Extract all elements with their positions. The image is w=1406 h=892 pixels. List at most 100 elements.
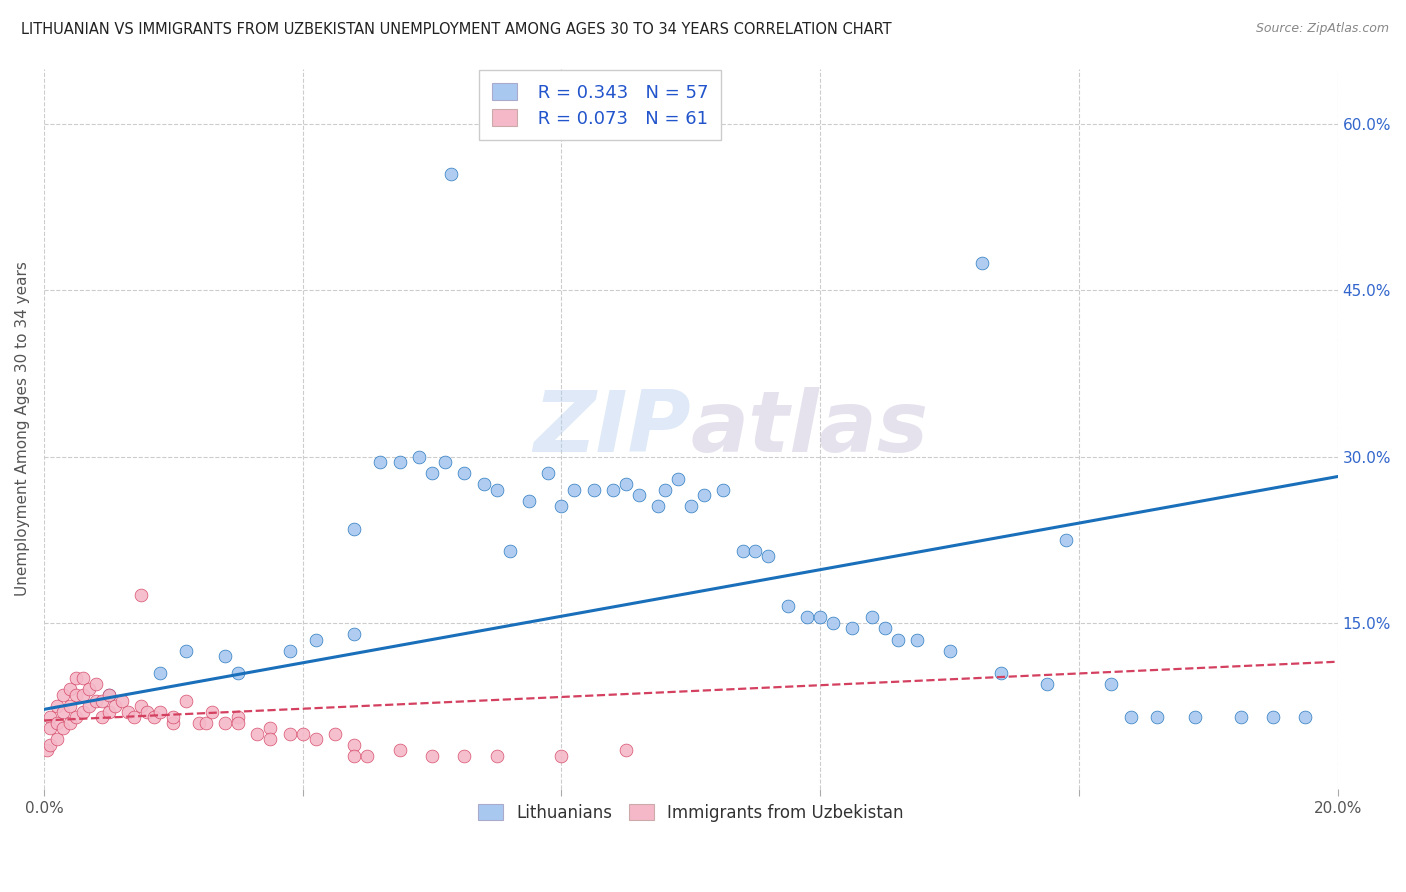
Point	[45, 732, 67, 747]
Point	[162, 715, 184, 730]
Point	[39, 721, 62, 735]
Point	[343, 522, 366, 536]
Point	[97, 705, 120, 719]
Point	[582, 483, 605, 497]
Point	[440, 167, 463, 181]
Point	[124, 710, 146, 724]
Point	[39, 710, 62, 724]
Point	[142, 710, 165, 724]
Point	[692, 488, 714, 502]
Point	[647, 500, 669, 514]
Text: atlas: atlas	[690, 387, 929, 470]
Point	[1146, 710, 1168, 724]
Point	[45, 699, 67, 714]
Point	[1184, 710, 1206, 724]
Point	[1035, 677, 1057, 691]
Point	[226, 715, 249, 730]
Point	[291, 727, 314, 741]
Point	[52, 721, 75, 735]
Point	[104, 699, 127, 714]
Point	[614, 477, 637, 491]
Point	[59, 699, 82, 714]
Point	[887, 632, 910, 647]
Point	[77, 699, 100, 714]
Point	[602, 483, 624, 497]
Point	[72, 705, 94, 719]
Point	[537, 467, 560, 481]
Point	[711, 483, 734, 497]
Point	[627, 488, 650, 502]
Point	[136, 705, 159, 719]
Point	[174, 643, 197, 657]
Point	[77, 682, 100, 697]
Point	[39, 738, 62, 752]
Point	[65, 688, 87, 702]
Point	[65, 710, 87, 724]
Point	[84, 693, 107, 707]
Point	[149, 665, 172, 680]
Point	[614, 743, 637, 757]
Point	[938, 643, 960, 657]
Point	[259, 732, 281, 747]
Y-axis label: Unemployment Among Ages 30 to 34 years: Unemployment Among Ages 30 to 34 years	[15, 261, 30, 597]
Point	[808, 610, 831, 624]
Point	[97, 688, 120, 702]
Point	[65, 671, 87, 685]
Point	[550, 500, 572, 514]
Point	[841, 622, 863, 636]
Point	[110, 693, 132, 707]
Point	[162, 710, 184, 724]
Point	[654, 483, 676, 497]
Point	[278, 727, 301, 741]
Point	[550, 748, 572, 763]
Point	[420, 748, 443, 763]
Point	[823, 615, 845, 630]
Point	[453, 467, 475, 481]
Point	[1229, 710, 1251, 724]
Point	[91, 693, 114, 707]
Point	[59, 715, 82, 730]
Point	[356, 748, 378, 763]
Point	[562, 483, 585, 497]
Point	[304, 632, 326, 647]
Point	[485, 483, 508, 497]
Point	[1054, 533, 1077, 547]
Point	[72, 688, 94, 702]
Point	[1261, 710, 1284, 724]
Point	[84, 677, 107, 691]
Point	[201, 705, 224, 719]
Point	[117, 705, 139, 719]
Text: ZIP: ZIP	[533, 387, 690, 470]
Point	[666, 472, 689, 486]
Point	[731, 544, 754, 558]
Point	[485, 748, 508, 763]
Point	[368, 455, 391, 469]
Point	[1119, 710, 1142, 724]
Point	[129, 588, 152, 602]
Point	[97, 688, 120, 702]
Point	[226, 665, 249, 680]
Point	[246, 727, 269, 741]
Point	[388, 743, 411, 757]
Point	[52, 688, 75, 702]
Point	[174, 693, 197, 707]
Point	[905, 632, 928, 647]
Text: Source: ZipAtlas.com: Source: ZipAtlas.com	[1256, 22, 1389, 36]
Point	[188, 715, 211, 730]
Point	[343, 738, 366, 752]
Point	[498, 544, 520, 558]
Point	[433, 455, 456, 469]
Point	[259, 721, 281, 735]
Point	[45, 715, 67, 730]
Point	[52, 705, 75, 719]
Point	[323, 727, 346, 741]
Point	[420, 467, 443, 481]
Text: LITHUANIAN VS IMMIGRANTS FROM UZBEKISTAN UNEMPLOYMENT AMONG AGES 30 TO 34 YEARS : LITHUANIAN VS IMMIGRANTS FROM UZBEKISTAN…	[21, 22, 891, 37]
Point	[343, 748, 366, 763]
Point	[472, 477, 495, 491]
Point	[304, 732, 326, 747]
Point	[1294, 710, 1316, 724]
Point	[970, 255, 993, 269]
Point	[226, 710, 249, 724]
Point	[72, 671, 94, 685]
